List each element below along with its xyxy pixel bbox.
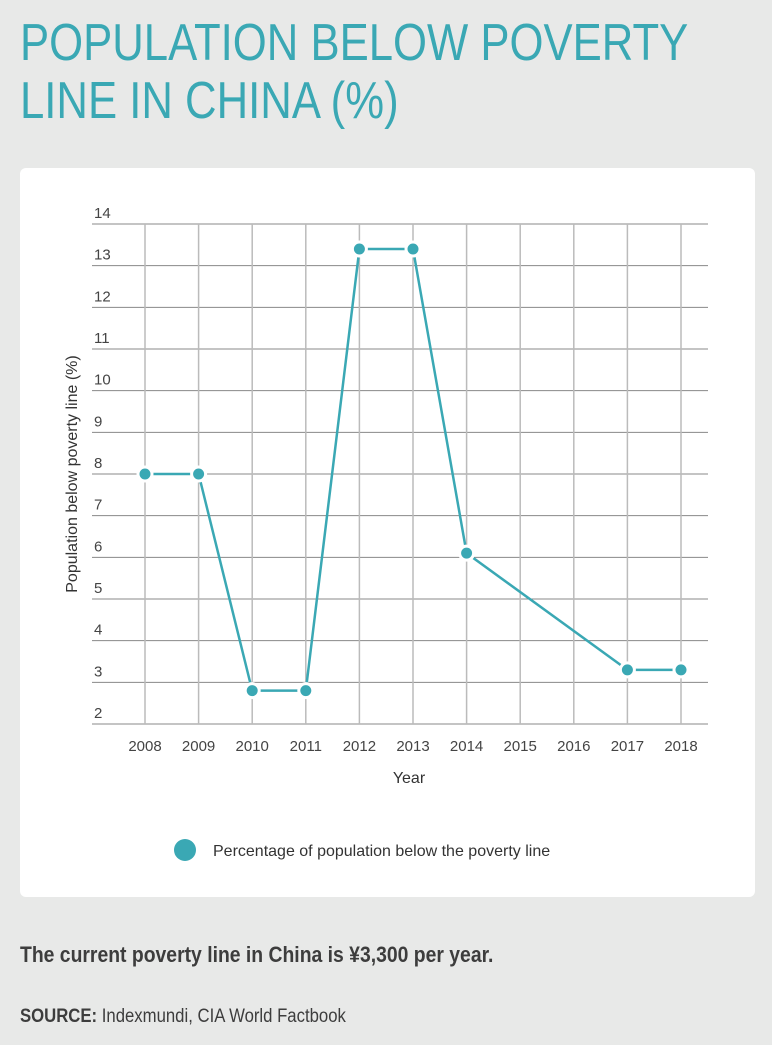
- source-label: SOURCE:: [20, 1006, 98, 1027]
- y-tick-label: 14: [94, 205, 111, 222]
- data-point: [190, 465, 208, 483]
- data-point: [672, 661, 690, 679]
- y-tick-label: 11: [94, 330, 110, 347]
- data-point: [458, 544, 476, 562]
- y-tick-label: 10: [94, 372, 111, 389]
- data-point: [297, 682, 315, 700]
- y-tick-label: 8: [94, 455, 102, 472]
- x-tick-label: 2018: [664, 738, 697, 755]
- data-point: [243, 682, 261, 700]
- x-tick-label: 2014: [450, 738, 483, 755]
- y-tick-label: 4: [94, 622, 102, 639]
- y-tick-label: 7: [94, 497, 102, 514]
- data-point: [618, 661, 636, 679]
- legend-marker: [174, 839, 196, 861]
- data-point: [404, 240, 422, 258]
- x-tick-label: 2017: [611, 738, 644, 755]
- x-tick-label: 2012: [343, 738, 376, 755]
- y-tick-label: 6: [94, 538, 102, 555]
- x-tick-label: 2008: [128, 738, 161, 755]
- x-tick-label: 2011: [290, 738, 322, 755]
- x-tick-label: 2013: [396, 738, 429, 755]
- y-tick-label: 5: [94, 580, 102, 597]
- y-axis-label: Population below poverty line (%): [64, 355, 81, 592]
- source-line: SOURCE: Indexmundi, CIA World Factbook: [20, 1006, 346, 1028]
- data-point: [350, 240, 368, 258]
- title-line-1: POPULATION BELOW POVERTY: [20, 14, 689, 72]
- data-point: [136, 465, 154, 483]
- y-tick-label: 3: [94, 663, 102, 680]
- source-text: Indexmundi, CIA World Factbook: [101, 1006, 346, 1027]
- x-tick-label: 2015: [504, 738, 537, 755]
- x-tick-label: 2009: [182, 738, 215, 755]
- y-tick-label: 12: [94, 288, 111, 305]
- x-tick-label: 2016: [557, 738, 590, 755]
- chart-card: [20, 168, 755, 897]
- y-tick-label: 9: [94, 413, 102, 430]
- y-tick-label: 2: [94, 705, 102, 722]
- page-title: POPULATION BELOW POVERTY LINE IN CHINA (…: [20, 14, 688, 130]
- poverty-line-note: The current poverty line in China is ¥3,…: [20, 942, 494, 967]
- y-tick-label: 13: [94, 247, 111, 264]
- legend-label: Percentage of population below the pover…: [213, 843, 550, 860]
- x-tick-label: 2010: [236, 738, 269, 755]
- title-line-2: LINE IN CHINA (%): [20, 72, 399, 130]
- x-axis-label: Year: [393, 770, 426, 787]
